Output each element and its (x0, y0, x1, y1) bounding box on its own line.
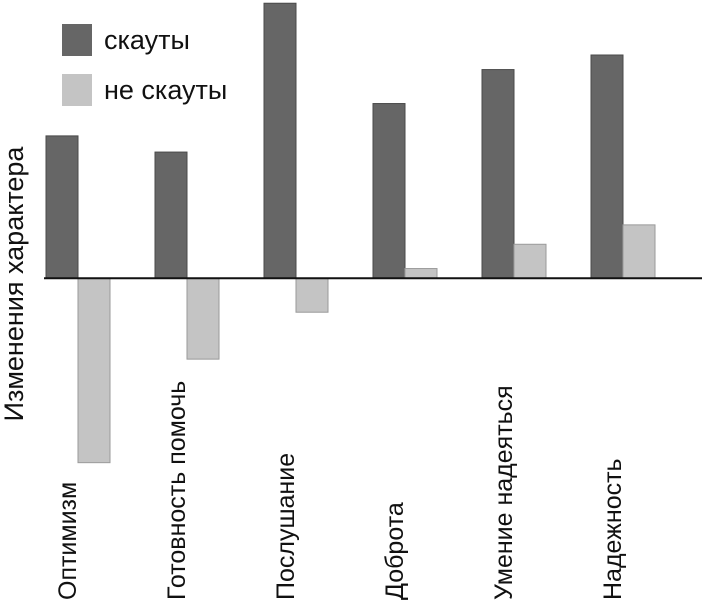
bar-scouts-6 (590, 54, 624, 279)
category-label-2: Готовность помочь (163, 381, 191, 600)
category-label-3: Послушание (272, 453, 300, 600)
y-axis-label: Изменения характера (0, 146, 29, 422)
bar-scouts-5 (481, 69, 515, 279)
legend-label-scouts: скауты (104, 25, 190, 55)
bar-non-scouts-6 (622, 224, 656, 279)
legend-swatch-non-scouts (62, 74, 92, 106)
bars-group (45, 2, 656, 464)
bar-non-scouts-2 (186, 277, 220, 360)
bar-scouts-1 (45, 135, 79, 279)
category-label-4: Доброта (381, 502, 409, 600)
bar-non-scouts-1 (77, 277, 111, 464)
bar-non-scouts-4 (404, 268, 438, 279)
bar-non-scouts-3 (295, 277, 329, 313)
legend-swatch-scouts (62, 24, 92, 56)
category-label-6: Надежность (599, 458, 627, 600)
bar-scouts-4 (372, 103, 406, 279)
category-label-1: Оптимизм (54, 482, 82, 600)
category-labels: Оптимизм Готовность помочь Послушание Добро… (54, 381, 627, 600)
legend: скауты не скауты (62, 24, 227, 106)
bar-non-scouts-5 (513, 243, 547, 279)
category-label-5: Умение надеяться (490, 385, 518, 600)
bar-scouts-2 (154, 151, 188, 279)
bar-scouts-3 (263, 2, 297, 279)
legend-label-non-scouts: не скауты (104, 75, 227, 105)
